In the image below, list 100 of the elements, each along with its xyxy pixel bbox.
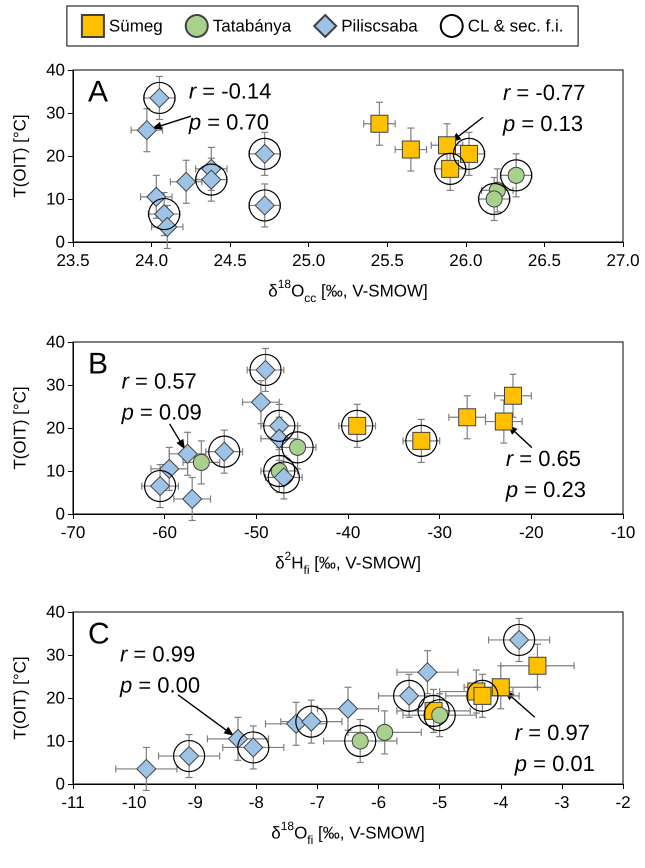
point [452,138,486,170]
x-tick-label: -8 [248,793,264,812]
point [146,186,166,207]
point [466,680,499,712]
x-tick-label: -40 [336,523,360,542]
point [295,706,328,738]
point [528,656,546,675]
point [178,444,198,464]
point [500,159,532,192]
x-tick-label: -10 [122,793,146,812]
x-tick-label: 24.5 [214,251,247,270]
y-tick-label: 30 [46,646,65,664]
x-tick-label: -9 [188,793,203,812]
point [249,354,282,386]
y-tick-label: 10 [46,462,65,480]
point [263,454,296,488]
point [143,82,176,114]
point [458,408,476,426]
x-tick-label: -70 [60,523,86,542]
point [250,392,271,412]
chart-title: C [88,618,110,650]
annotation: r = 0.65 p = 0.23 [504,446,586,502]
x-tick-label: 26.0 [449,251,482,270]
point [176,172,196,192]
point [338,698,358,719]
annotation: r = -0.77 p = 0.13 [502,80,586,136]
point [136,758,156,779]
y-tick-label: 20 [46,418,65,438]
point [237,731,270,764]
point [417,662,438,682]
point [438,136,456,154]
point [144,470,176,502]
point [494,412,513,431]
x-tick-label: -7 [310,793,326,812]
point [192,454,210,471]
y-tick-label: 10 [46,732,65,750]
y-tick-label: 0 [56,774,65,794]
point [405,424,438,457]
point [503,624,536,656]
point [478,182,510,216]
legend-label: Tatabánya [212,16,292,36]
y-tick-label: 40 [46,60,65,80]
legend-label: Sümeg [108,16,163,36]
x-tick-label: 23.5 [56,251,90,270]
x-tick-label: 25.5 [370,251,404,270]
y-tick-label: 20 [46,146,65,166]
x-tick-label: 27.0 [606,251,640,270]
y-tick-label: 10 [46,190,65,208]
x-tick-label: -5 [432,793,448,812]
point [248,138,281,170]
y-tick-label: 0 [56,504,65,524]
point [434,152,466,185]
point [376,724,394,741]
point [344,724,376,758]
legend-label: Piliscsaba [341,16,418,36]
x-tick-label: -60 [152,523,177,542]
point [393,680,426,712]
point [136,120,157,140]
x-tick-label: -10 [610,523,636,542]
x-tick-label: -11 [61,793,85,812]
legend-label: CL & sec. f.i. [468,16,564,36]
y-tick-label: 40 [46,602,65,622]
y-tick-label: 40 [46,332,65,352]
x-tick-label: 26.5 [528,251,561,270]
point [159,458,180,479]
y-tick-label: 30 [46,104,65,122]
point [492,678,510,696]
point [263,410,296,442]
x-tick-label: -20 [519,523,544,542]
x-tick-label: 24.0 [135,251,168,270]
x-tick-label: -6 [370,793,386,812]
x-tick-label: -50 [244,523,269,542]
chart-title: A [88,76,108,108]
annotation: r = 0.97 p = 0.01 [514,720,595,776]
y-axis-title: T(OIT) [°C] [10,656,30,740]
point [370,114,388,133]
y-tick-label: 0 [56,232,65,252]
chart-title: B [88,348,108,380]
point [282,431,314,464]
point [402,140,420,159]
annotation: r = 0.57 p = 0.09 [120,368,202,424]
x-tick-label: 25.0 [292,251,326,270]
point [195,164,228,196]
y-axis-title: T(OIT) [°C] [10,386,30,470]
point [268,461,300,494]
annotation: r = -0.14 p = 0.70 [188,78,272,135]
x-tick-label: -4 [493,793,508,812]
point [148,198,180,230]
y-tick-label: 30 [46,376,65,394]
annotation: r = 0.99 p = 0.00 [119,641,200,698]
point [182,488,202,509]
point [248,189,281,222]
point [424,699,456,732]
point [341,410,374,442]
y-tick-label: 20 [46,688,65,708]
point [173,740,206,772]
point [208,436,240,468]
point [504,386,522,405]
point [417,694,450,727]
x-tick-label: -2 [615,793,631,812]
